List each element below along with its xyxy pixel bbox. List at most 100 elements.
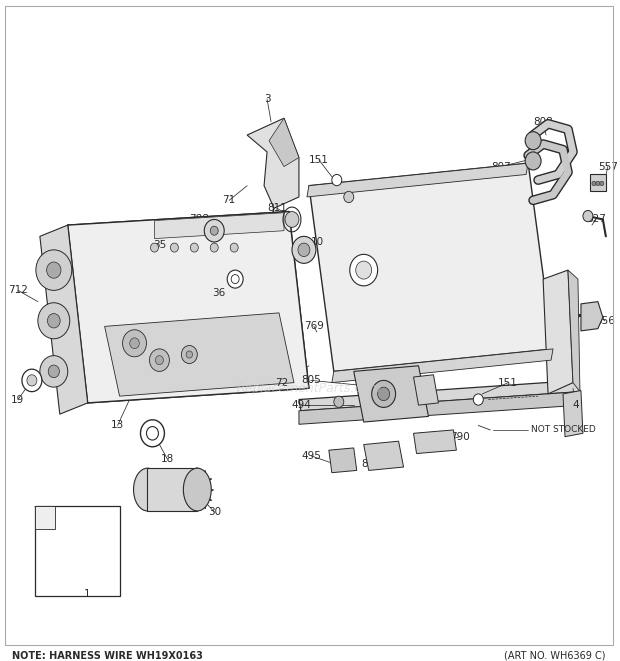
Polygon shape xyxy=(105,313,294,396)
Circle shape xyxy=(525,152,541,170)
Circle shape xyxy=(27,375,37,386)
Circle shape xyxy=(231,274,239,284)
Text: 494: 494 xyxy=(291,400,311,410)
Text: 805: 805 xyxy=(301,375,321,385)
Circle shape xyxy=(210,243,218,252)
Circle shape xyxy=(230,243,238,252)
Text: 556: 556 xyxy=(595,316,615,326)
Text: 151: 151 xyxy=(498,377,518,387)
Text: ReplacementParts.com: ReplacementParts.com xyxy=(236,382,381,395)
Text: 811: 811 xyxy=(267,203,287,214)
Text: 10: 10 xyxy=(311,237,324,247)
Text: 712: 712 xyxy=(8,286,28,295)
Circle shape xyxy=(227,270,243,288)
Circle shape xyxy=(141,420,164,447)
Text: 35: 35 xyxy=(153,241,166,251)
Polygon shape xyxy=(35,506,55,529)
Circle shape xyxy=(583,210,593,221)
Polygon shape xyxy=(590,175,606,191)
Circle shape xyxy=(38,303,70,338)
Ellipse shape xyxy=(184,468,211,511)
Text: 4: 4 xyxy=(573,400,579,410)
Text: 807: 807 xyxy=(492,161,511,172)
Polygon shape xyxy=(354,366,428,422)
Polygon shape xyxy=(40,225,87,414)
Polygon shape xyxy=(414,430,456,453)
Text: 3: 3 xyxy=(264,94,270,104)
Polygon shape xyxy=(35,506,120,596)
Circle shape xyxy=(48,313,60,328)
Text: 151: 151 xyxy=(309,155,329,165)
Polygon shape xyxy=(563,391,583,437)
Circle shape xyxy=(350,254,378,286)
Circle shape xyxy=(156,356,164,365)
Circle shape xyxy=(151,243,159,252)
Text: 557: 557 xyxy=(598,161,618,172)
Circle shape xyxy=(378,387,389,401)
Circle shape xyxy=(190,243,198,252)
Text: 790: 790 xyxy=(451,432,470,442)
Circle shape xyxy=(285,212,299,227)
Text: 803: 803 xyxy=(361,459,381,469)
Text: 72: 72 xyxy=(275,377,289,387)
Ellipse shape xyxy=(133,468,161,511)
Circle shape xyxy=(149,349,169,371)
Circle shape xyxy=(146,426,159,440)
Polygon shape xyxy=(68,212,309,403)
Text: 627: 627 xyxy=(586,214,606,225)
Circle shape xyxy=(48,365,60,377)
Circle shape xyxy=(343,191,354,202)
Polygon shape xyxy=(414,375,438,405)
Text: NOTE: HARNESS WIRE WH19X0163: NOTE: HARNESS WIRE WH19X0163 xyxy=(12,650,203,660)
Text: 495: 495 xyxy=(301,451,321,461)
Polygon shape xyxy=(299,392,580,424)
Circle shape xyxy=(332,175,342,186)
Circle shape xyxy=(130,338,140,348)
Text: (ART NO. WH6369 C): (ART NO. WH6369 C) xyxy=(504,650,606,660)
Polygon shape xyxy=(154,213,284,239)
Circle shape xyxy=(22,369,42,392)
Circle shape xyxy=(298,243,310,256)
Circle shape xyxy=(204,219,224,242)
Polygon shape xyxy=(329,448,356,473)
Polygon shape xyxy=(581,301,603,331)
Circle shape xyxy=(596,181,600,186)
Circle shape xyxy=(592,181,596,186)
Circle shape xyxy=(356,261,371,279)
Circle shape xyxy=(46,262,61,278)
Circle shape xyxy=(36,250,72,290)
Text: 36: 36 xyxy=(213,288,226,297)
Polygon shape xyxy=(543,270,573,394)
Circle shape xyxy=(473,394,483,405)
Circle shape xyxy=(186,351,193,358)
Polygon shape xyxy=(364,441,404,471)
Polygon shape xyxy=(299,380,580,410)
Polygon shape xyxy=(309,163,553,371)
Text: 30: 30 xyxy=(208,507,221,517)
Polygon shape xyxy=(269,118,299,167)
Circle shape xyxy=(371,380,396,407)
Circle shape xyxy=(600,181,604,186)
Circle shape xyxy=(334,396,343,407)
Circle shape xyxy=(525,132,541,149)
Polygon shape xyxy=(307,163,528,197)
Text: 19: 19 xyxy=(11,395,25,405)
Text: 13: 13 xyxy=(111,420,124,430)
Text: 71: 71 xyxy=(223,196,236,206)
Text: 18: 18 xyxy=(161,454,174,464)
Circle shape xyxy=(170,243,179,252)
Polygon shape xyxy=(247,118,299,208)
Text: 769: 769 xyxy=(304,321,324,331)
Text: 808: 808 xyxy=(533,116,553,126)
Text: 1: 1 xyxy=(83,589,90,600)
Polygon shape xyxy=(568,270,580,392)
Circle shape xyxy=(123,330,146,357)
Bar xyxy=(148,468,197,511)
Text: 788: 788 xyxy=(189,214,209,225)
Circle shape xyxy=(292,237,316,263)
Text: NOT STOCKED: NOT STOCKED xyxy=(531,426,596,434)
Circle shape xyxy=(40,356,68,387)
Circle shape xyxy=(182,346,197,364)
Polygon shape xyxy=(332,349,553,383)
Circle shape xyxy=(210,226,218,235)
